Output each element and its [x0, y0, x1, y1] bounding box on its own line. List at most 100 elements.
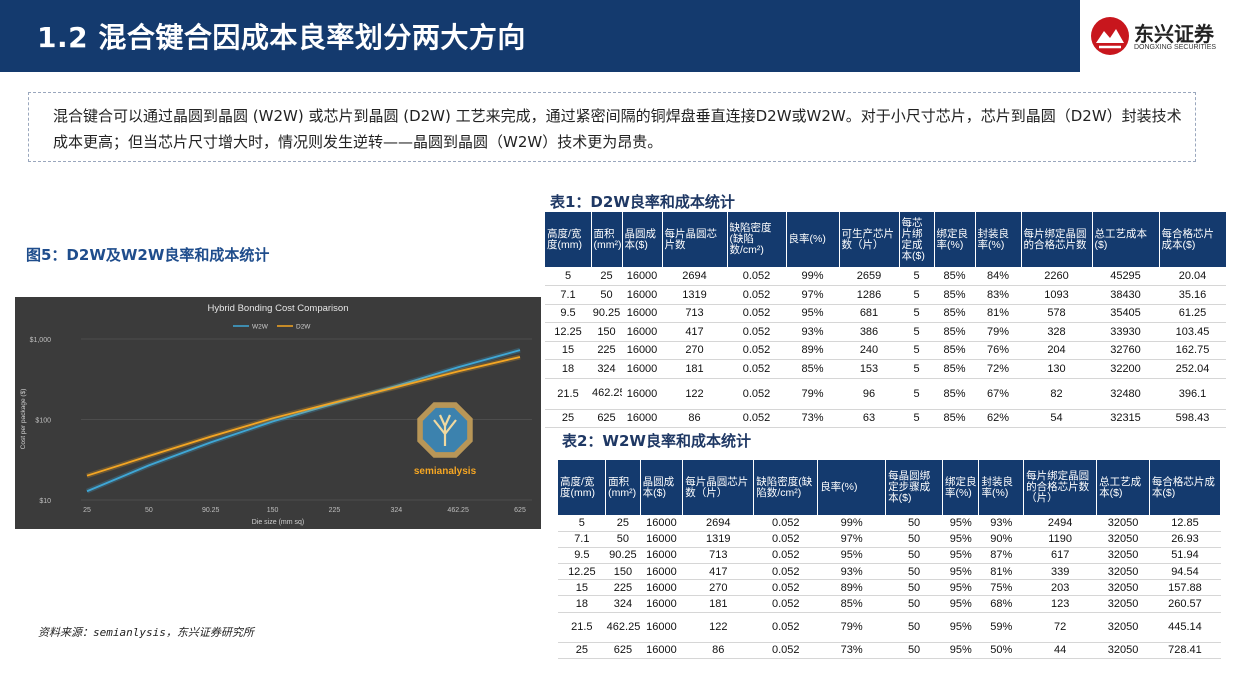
table-cell: 50 — [885, 579, 943, 597]
chart-canvas: $10 $100 $1,000 25 50 90.25 150 225 324 462.25 625… — [20, 303, 532, 526]
table-cell: 1093 — [1021, 285, 1092, 305]
table-cell: 181 — [662, 359, 727, 379]
table-row: 12.25 150 16000 417 0.052 93% 50 95% 81% 339 32050… — [558, 563, 1221, 581]
table-row: 15 225 16000 270 0.052 89% 50 95% 75% 203 32050 157… — [558, 579, 1221, 597]
table-cell: 85% — [934, 267, 975, 286]
column-header: 晶圆成本($) — [640, 460, 684, 515]
table-cell: 5 — [899, 359, 934, 379]
y-tick-label: $1,000 — [30, 337, 52, 344]
table-cell: 0.052 — [753, 531, 818, 548]
column-header: 每芯片绑定成本($) — [899, 212, 935, 267]
table-cell: 32760 — [1092, 341, 1159, 360]
table-cell: 0.052 — [727, 304, 786, 323]
table-cell: 32050 — [1096, 547, 1150, 565]
table-cell: 32050 — [1096, 531, 1150, 548]
chart-title: Hybrid Bonding Cost Comparison — [208, 303, 349, 314]
x-tick-label: 324 — [390, 507, 402, 514]
table-cell: 90% — [978, 531, 1024, 548]
table-cell: 122 — [682, 612, 754, 643]
table-cell: 32050 — [1096, 595, 1150, 613]
table-cell: 18 — [545, 359, 591, 379]
table-cell: 0.052 — [727, 359, 786, 379]
table-cell: 68% — [978, 595, 1024, 613]
table-cell: 12.85 — [1149, 515, 1221, 532]
table-cell: 97% — [786, 285, 839, 305]
column-header: 每片绑定晶圆的合格芯片数（片） — [1023, 460, 1098, 515]
table-cell: 681 — [839, 304, 899, 323]
table-row: 25 625 16000 86 0.052 73% 50 95% 50% 44 32050 728.4… — [558, 642, 1221, 659]
table-cell: 35405 — [1092, 304, 1159, 323]
table-cell: 5 — [899, 267, 934, 286]
table-cell: 50 — [885, 547, 943, 565]
table-cell: 32050 — [1096, 579, 1150, 597]
table-cell: 260.57 — [1149, 595, 1221, 613]
table-cell: 32050 — [1096, 515, 1150, 532]
table-cell: 82 — [1021, 378, 1092, 410]
table-cell: 16000 — [640, 579, 683, 597]
table-cell: 728.41 — [1149, 642, 1221, 659]
watermark-tree-icon — [433, 414, 457, 446]
logo-mark-icon — [1091, 17, 1129, 55]
table-cell: 203 — [1023, 579, 1097, 597]
column-header: 每片晶圆芯片数（片） — [682, 460, 755, 515]
table-cell: 73% — [817, 642, 886, 659]
table-cell: 50 — [885, 642, 943, 659]
table-cell: 578 — [1021, 304, 1092, 323]
column-header: 面积(mm²) — [605, 460, 641, 515]
title-bar: 1.2 混合键合因成本良率划分两大方向 — [0, 0, 1080, 72]
table-cell: 32315 — [1092, 409, 1159, 428]
table1-title: 表1：D2W良率和成本统计 — [550, 193, 735, 211]
table-row: 15 225 16000 270 0.052 89% 240 5 85% 76% 204 32760 1… — [545, 341, 1226, 360]
w2w-yield-cost-table: 高度/宽度(mm) 面积(mm²) 晶圆成本($) 每片晶圆芯片数（片） 缺陷密度(缺陷… — [558, 460, 1222, 659]
table-row: 7.1 50 16000 1319 0.052 97% 1286 5 85% 83% 1093 384… — [545, 285, 1226, 305]
x-tick-label: 50 — [145, 507, 153, 514]
table-cell: 32050 — [1096, 612, 1150, 643]
table-cell: 324 — [591, 359, 622, 379]
table-cell: 50 — [885, 612, 943, 643]
table-cell: 386 — [839, 322, 899, 342]
table-cell: 713 — [662, 304, 727, 323]
table-cell: 85% — [934, 304, 975, 323]
table-cell: 67% — [975, 378, 1021, 410]
table-cell: 95% — [942, 595, 979, 613]
table-row: 7.1 50 16000 1319 0.052 97% 50 95% 90% 1190 32050 2… — [558, 531, 1221, 548]
table-cell: 0.052 — [727, 378, 786, 410]
table-row: 18 324 16000 181 0.052 85% 153 5 85% 72% 130 32200 2… — [545, 359, 1226, 379]
series-line-w2w — [86, 349, 521, 493]
table-cell: 50 — [591, 285, 622, 305]
table-cell: 63 — [839, 409, 899, 428]
table-cell: 50 — [605, 531, 641, 548]
company-logo: 东兴证券 DONGXING SECURITIES — [1090, 16, 1230, 60]
table-cell: 85% — [934, 341, 975, 360]
table-row: 9.5 90.25 16000 713 0.052 95% 50 95% 87% 617 32050… — [558, 547, 1221, 565]
table-cell: 95% — [942, 531, 979, 548]
column-header: 高度/宽度(mm) — [545, 212, 592, 267]
table-cell: 33930 — [1092, 322, 1159, 342]
table-cell: 32200 — [1092, 359, 1159, 379]
table-cell: 50 — [885, 595, 943, 613]
table-cell: 225 — [605, 579, 641, 597]
table-cell: 2659 — [839, 267, 899, 286]
table-row: 25 625 16000 86 0.052 73% 63 5 85% 62% 54 32315 598.… — [545, 409, 1226, 428]
table-cell: 123 — [1023, 595, 1097, 613]
table-cell: 0.052 — [727, 267, 786, 286]
d2w-yield-cost-table: 高度/宽度(mm) 面积(mm²) 晶圆成本($) 每片晶圆芯片数 缺陷密度(缺陷数/c… — [545, 212, 1227, 428]
table-cell: 122 — [662, 378, 727, 410]
series-line-d2w — [86, 356, 521, 477]
table-cell: 20.04 — [1159, 267, 1226, 286]
table-cell: 90.25 — [605, 547, 641, 565]
table-cell: 0.052 — [727, 285, 786, 305]
table-cell: 181 — [682, 595, 754, 613]
legend-label: D2W — [296, 324, 311, 331]
table-cell: 16000 — [622, 285, 662, 305]
column-header: 每片晶圆芯片数 — [662, 212, 728, 267]
table-cell: 89% — [817, 579, 886, 597]
table-cell: 7.1 — [545, 285, 591, 305]
column-header: 绑定良率(%) — [942, 460, 980, 515]
table-cell: 1319 — [682, 531, 754, 548]
table-cell: 5 — [899, 304, 934, 323]
table-cell: 79% — [975, 322, 1021, 342]
table-cell: 16000 — [640, 642, 683, 659]
column-header: 缺陷密度(缺陷数/cm²) — [727, 212, 787, 267]
table-cell: 32480 — [1092, 378, 1159, 410]
